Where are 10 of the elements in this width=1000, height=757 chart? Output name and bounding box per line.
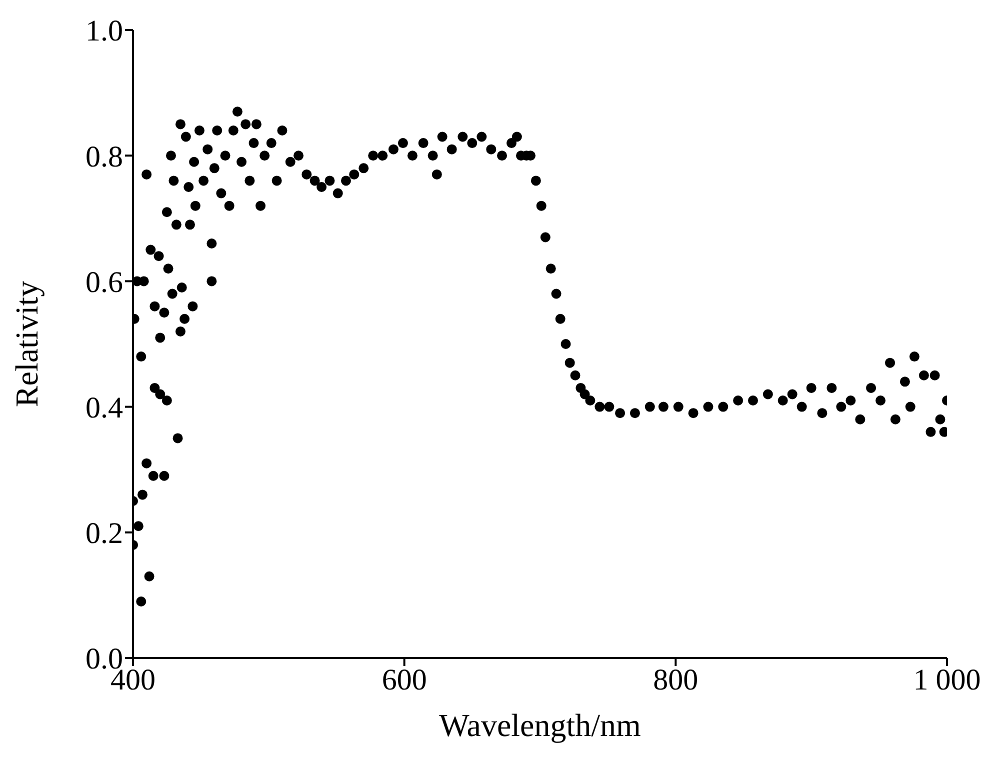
y-tick-label: 1.0 <box>86 14 123 48</box>
y-axis-title: Relativity <box>8 280 44 408</box>
y-tick-label: 0.2 <box>86 517 123 550</box>
x-tick-label: 600 <box>382 663 427 696</box>
x-tick-label: 800 <box>653 663 698 696</box>
x-tick-label: 1 000 <box>913 663 981 696</box>
y-tick-label: 0.6 <box>86 266 123 299</box>
y-tick-label: 0.4 <box>86 391 123 424</box>
y-tick-label: 0.8 <box>86 140 123 174</box>
x-axis-title: Wavelength/nm <box>439 707 642 743</box>
